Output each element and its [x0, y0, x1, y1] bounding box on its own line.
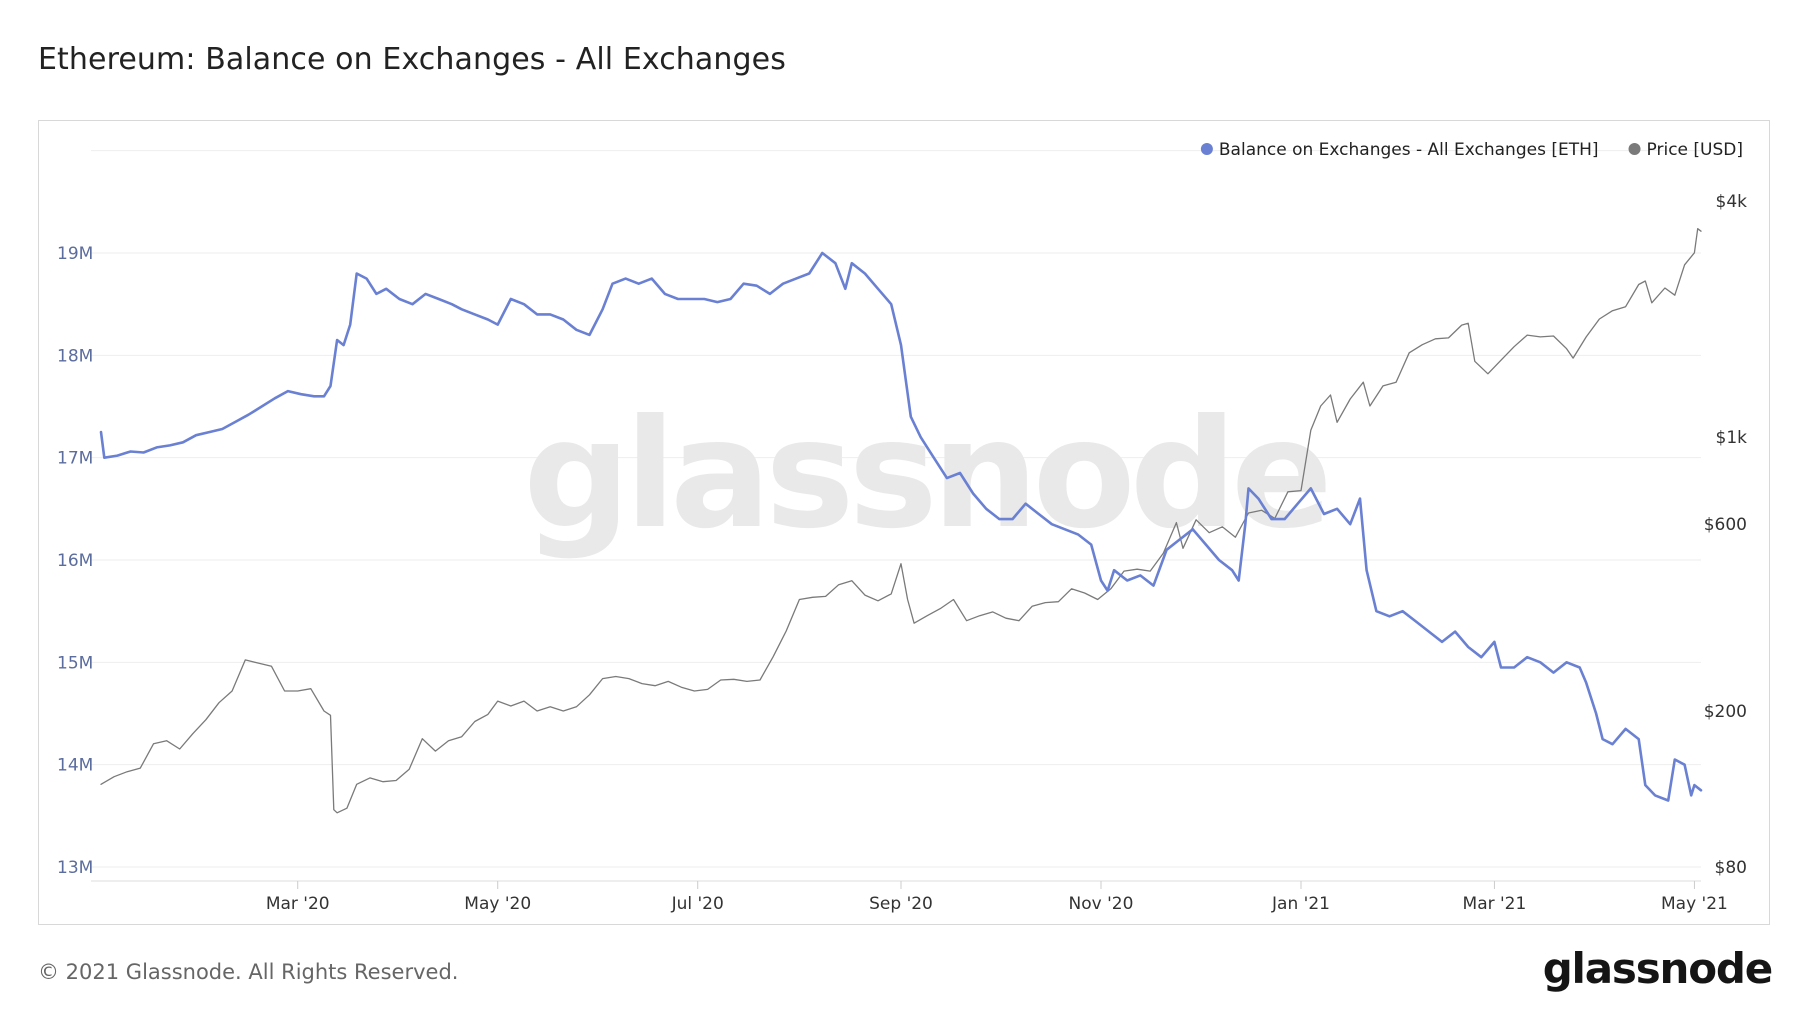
left-axis-tick-label: 13M: [57, 858, 93, 878]
chart-title: Ethereum: Balance on Exchanges - All Exc…: [38, 42, 786, 77]
x-axis-tick-label: Nov '20: [1069, 894, 1134, 914]
left-axis-tick-label: 18M: [57, 346, 93, 366]
x-axis-tick-label: May '21: [1661, 894, 1728, 914]
price-series-layer: [100, 228, 1702, 814]
left-axis-tick-label: 16M: [57, 551, 93, 571]
legend-marker-balance: [1200, 143, 1213, 155]
balance-line: [99, 251, 1703, 802]
x-axis-tick-label: Mar '21: [1463, 894, 1527, 914]
grid: [91, 150, 1701, 868]
right-axis-tick-label: $4k: [1716, 192, 1748, 212]
x-axis-tick-label: Jan '21: [1271, 894, 1330, 914]
chart-frame: glassnode 13M 14M 15M 16M 17M 18M 19M $80 $200 $…: [38, 120, 1770, 925]
x-axis-tick-label: Sep '20: [869, 894, 933, 914]
x-axis-tick-label: Jul '20: [671, 894, 724, 914]
balance-series-layer: [99, 251, 1703, 802]
left-axis-tick-label: 19M: [57, 244, 93, 264]
left-axis-tick-label: 17M: [57, 449, 93, 469]
right-axis-tick-label: $1k: [1716, 428, 1748, 448]
left-axis-tick-label: 15M: [57, 653, 93, 673]
right-axis-tick-label: $200: [1704, 702, 1747, 722]
legend-label-price: Price [USD]: [1647, 140, 1743, 160]
right-y-axis: $80 $200 $600 $1k $4k: [1704, 192, 1747, 878]
right-axis-tick-label: $600: [1704, 515, 1747, 535]
x-axis-tick-label: May '20: [464, 894, 531, 914]
left-y-axis: 13M 14M 15M 16M 17M 18M 19M: [57, 244, 93, 878]
x-axis: Mar '20 May '20 Jul '20 Sep '20 Nov '20 Jan '…: [91, 880, 1728, 914]
watermark-logo: glassnode: [523, 388, 1327, 562]
glassnode-logo[interactable]: glassnode: [1542, 944, 1774, 993]
legend-label-balance: Balance on Exchanges - All Exchanges [ET…: [1219, 140, 1599, 160]
x-axis-tick-label: Mar '20: [266, 894, 330, 914]
legend-marker-price: [1628, 143, 1641, 155]
right-axis-tick-label: $80: [1715, 858, 1747, 878]
price-line: [100, 228, 1702, 814]
copyright-notice: © 2021 Glassnode. All Rights Reserved.: [38, 960, 459, 984]
legend: Price [USD] Balance on Exchanges - All Ex…: [1200, 140, 1743, 160]
left-axis-tick-label: 14M: [57, 756, 93, 776]
